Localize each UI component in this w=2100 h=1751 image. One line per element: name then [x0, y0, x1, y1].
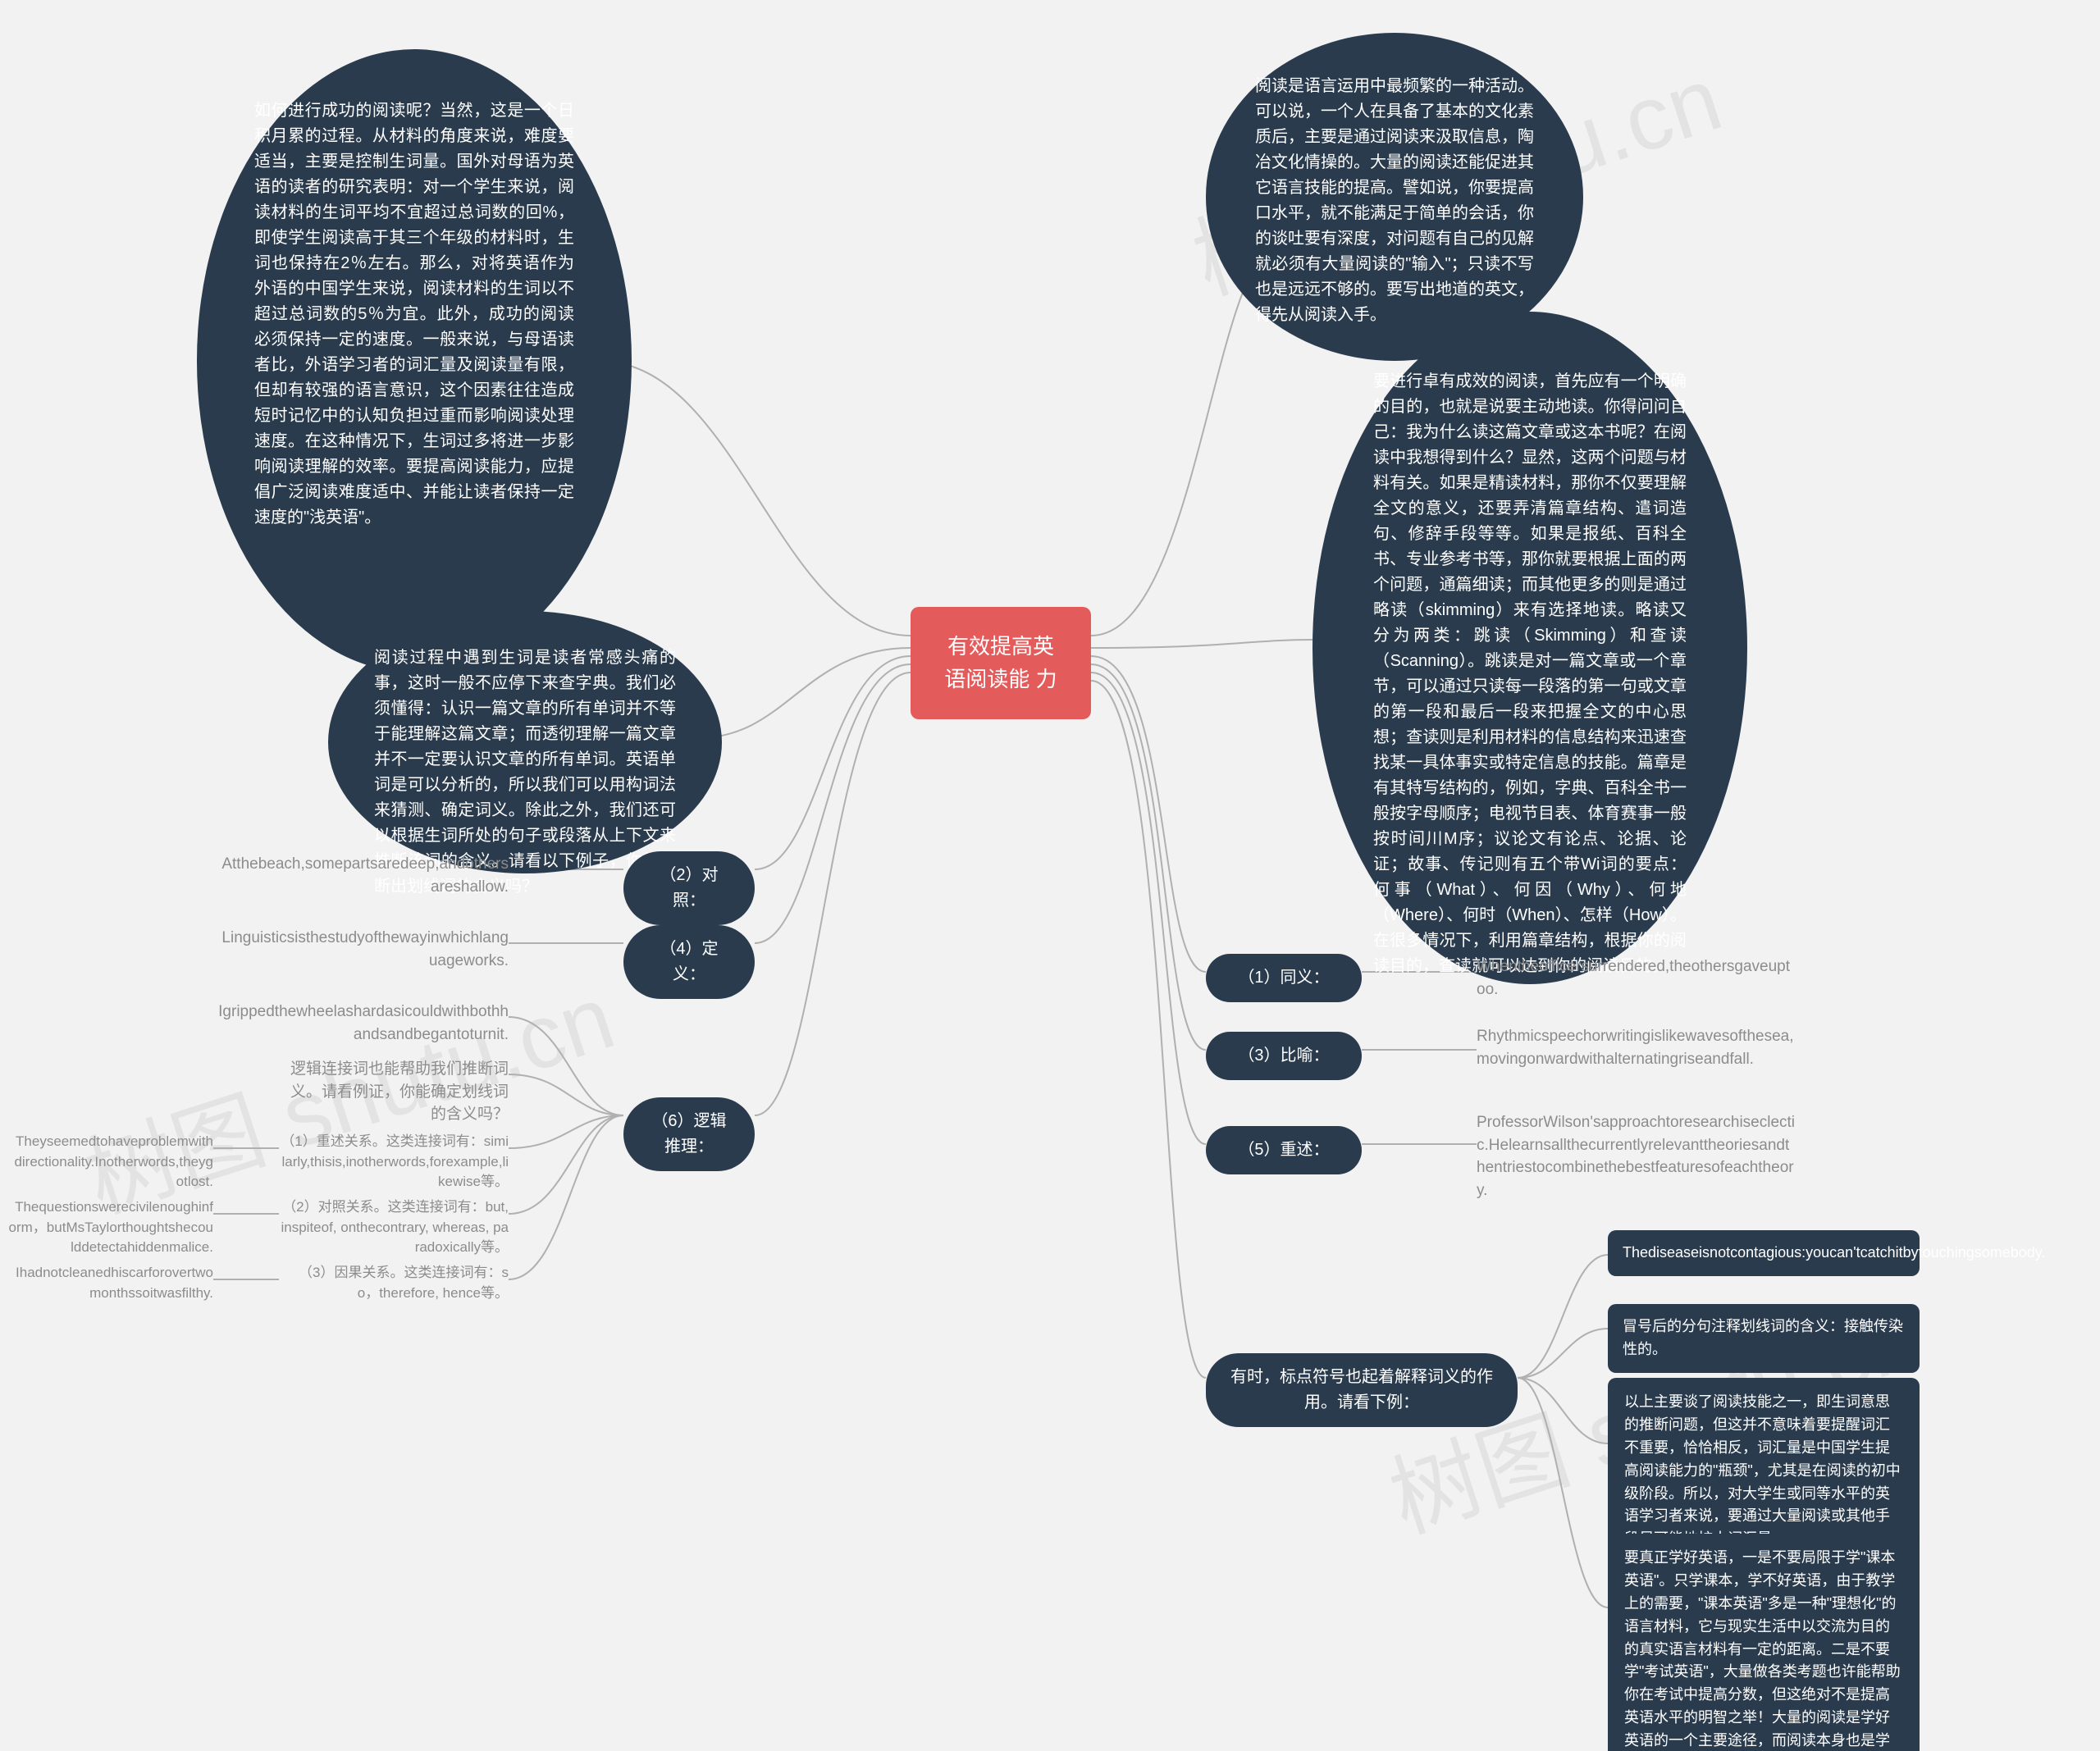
leaf-logic-item-2-ex: Thequestionswerecivilenoughinform，butMsT…	[8, 1197, 213, 1258]
right-bubble-2-text: 要进行卓有成效的阅读，首先应有一个明确的目的，也就是说要主动地读。你得问问自己：…	[1373, 372, 1687, 975]
punct-item-2[interactable]: 冒号后的分句注释划线词的含义：接触传染性的。	[1608, 1304, 1920, 1373]
pill-definition[interactable]: （4）定义：	[623, 925, 755, 999]
leaf-contrast: Atthebeach,somepartsaredeep,andothersare…	[213, 853, 509, 898]
punct-item-3-text: 以上主要谈了阅读技能之一，即生词意思的推断问题，但这并不意味着要提醒词汇不重要，…	[1624, 1393, 1901, 1547]
leaf-logic-top: Igrippedthewheelashardasicouldwithbothha…	[213, 1001, 509, 1046]
center-label: 有效提高英语阅读能 力	[944, 634, 1057, 691]
pill-restate-label: （5）重述：	[1238, 1141, 1329, 1159]
leaf-logic-item-3-label: （3）因果关系。这类连接词有：so，therefore, hence等。	[279, 1263, 509, 1303]
punct-item-1-text: Thediseaseisnotcontagious:youcan'tcatchi…	[1623, 1244, 2045, 1261]
leaf-logic-item-3-ex: Ihadnotcleanedhiscarforovertwomonthssoit…	[8, 1263, 213, 1303]
punct-item-4[interactable]: 要真正学好英语，一是不要局限于学"课本英语"。只学课本，学不好英语，由于教学上的…	[1608, 1534, 1920, 1751]
mindmap-stage: 树图 shutu.cn 树图 shutu.cn 树图 shutu.cn	[0, 0, 2100, 1751]
pill-metaphor[interactable]: （3）比喻：	[1206, 1032, 1362, 1080]
right-bubble-effective-reading[interactable]: 要进行卓有成效的阅读，首先应有一个明确的目的，也就是说要主动地读。你得问问自己：…	[1312, 312, 1747, 984]
leaf-logic-item-2-label: （2）对照关系。这类连接词有：but, inspiteof, onthecont…	[279, 1197, 509, 1258]
pill-restate[interactable]: （5）重述：	[1206, 1126, 1362, 1174]
leaf-definition: Linguisticsisthestudyofthewayinwhichlang…	[213, 927, 509, 972]
leaf-logic-note: 逻辑连接词也能帮助我们推断词义。请看例证，你能确定划线词的含义吗？	[279, 1058, 509, 1126]
left-bubble-unknown-words[interactable]: 阅读过程中遇到生词是读者常感头痛的事，这时一般不应停下来查字典。我们必须懂得：认…	[328, 611, 722, 873]
left-bubble-reading-success[interactable]: 如何进行成功的阅读呢？当然，这是一个日积月累的过程。从材料的角度来说，难度要适当…	[197, 49, 632, 673]
pill-metaphor-label: （3）比喻：	[1238, 1046, 1329, 1065]
punct-item-2-text: 冒号后的分句注释划线词的含义：接触传染性的。	[1623, 1318, 1903, 1357]
pill-synonym[interactable]: （1）同义：	[1206, 954, 1362, 1002]
pill-logic[interactable]: （6）逻辑推理：	[623, 1097, 755, 1171]
pill-synonym-label: （1）同义：	[1238, 969, 1329, 987]
punct-item-1[interactable]: Thediseaseisnotcontagious:youcan'tcatchi…	[1608, 1230, 1920, 1276]
punct-item-4-text: 要真正学好英语，一是不要局限于学"课本英语"。只学课本，学不好英语，由于教学上的…	[1624, 1549, 1901, 1751]
leaf-metaphor: Rhythmicspeechorwritingislikewavesofthes…	[1477, 1025, 1796, 1070]
leaf-logic-item-1-label: （1）重述关系。这类连接词有：similarly,thisis,inotherw…	[279, 1132, 509, 1192]
pill-contrast-label: （2）对照：	[660, 866, 718, 910]
leaf-restate: ProfessorWilson'sapproachtoresearchisecl…	[1477, 1111, 1796, 1202]
right-bubble-1-text: 阅读是语言运用中最频繁的一种活动。可以说，一个人在具备了基本的文化素质后，主要是…	[1255, 77, 1534, 324]
leaf-logic-item-1-ex: Theyseemedtohaveproblemwithdirectionalit…	[8, 1132, 213, 1192]
center-node[interactable]: 有效提高英语阅读能 力	[911, 607, 1091, 719]
pill-punct-label: 有时，标点符号也起着解释词义的作用。请看下例：	[1230, 1368, 1493, 1411]
pill-punctuation[interactable]: 有时，标点符号也起着解释词义的作用。请看下例：	[1206, 1353, 1518, 1427]
pill-contrast[interactable]: （2）对照：	[623, 851, 755, 925]
pill-logic-label: （6）逻辑推理：	[651, 1112, 726, 1156]
left-bubble-1-text: 如何进行成功的阅读呢？当然，这是一个日积月累的过程。从材料的角度来说，难度要适当…	[254, 102, 574, 527]
pill-definition-label: （4）定义：	[660, 940, 718, 983]
leaf-synonym: Whentheofficersurrendered,theothersgaveu…	[1477, 955, 1796, 1001]
